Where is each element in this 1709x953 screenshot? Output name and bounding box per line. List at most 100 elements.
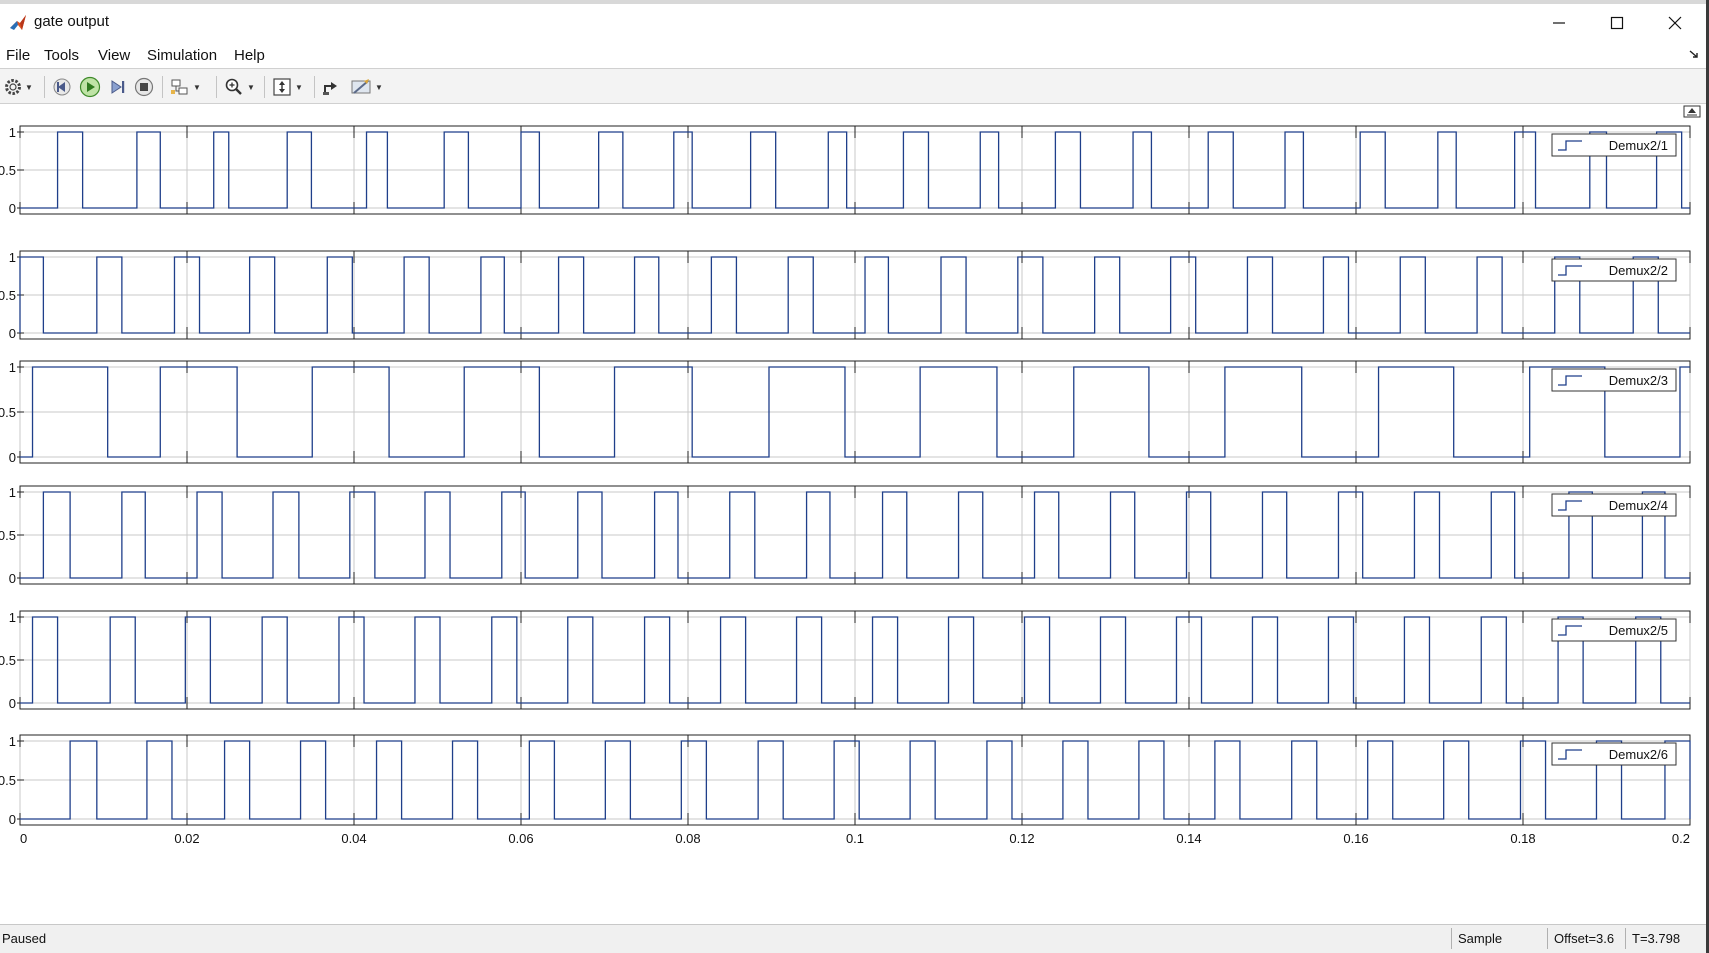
stop-icon [134, 77, 154, 97]
axes-panel[interactable]: 1 0.5 0 Demux2/2 [0, 250, 1691, 341]
window-title: gate output [34, 13, 110, 30]
axes-panel[interactable]: 1 0.5 0 Demux2/6 [0, 734, 1691, 827]
legend[interactable]: Demux2/3 [1551, 368, 1677, 392]
close-icon [1668, 16, 1682, 30]
step-back-button[interactable] [52, 75, 72, 99]
menu-file[interactable]: File [6, 47, 31, 64]
legend-swatch [1558, 625, 1582, 636]
y-tick-label: 1 [9, 360, 16, 375]
toolbar: ▼ [0, 68, 1709, 104]
measurements-button[interactable]: ▼ [350, 75, 383, 99]
y-tick-label: 1 [9, 485, 16, 500]
signal-line [20, 616, 1690, 704]
legend-label: Demux2/2 [1609, 263, 1668, 278]
axes-panel[interactable]: 1 0.5 0 Demux2/3 [0, 360, 1691, 465]
y-tick-label: 0 [9, 571, 16, 586]
chevron-down-icon: ▼ [295, 82, 303, 92]
y-tick-label: 0.5 [0, 163, 16, 178]
legend-label: Demux2/6 [1609, 747, 1668, 762]
y-tick-label: 0 [9, 450, 16, 465]
legend[interactable]: Demux2/5 [1551, 618, 1677, 642]
toolbar-separator [314, 76, 315, 98]
toolbar-separator [216, 76, 217, 98]
highlight-simulink-block-button[interactable]: ▼ [170, 75, 201, 99]
scale-axes-button[interactable]: ▼ [272, 75, 303, 99]
x-tick-label: 0.12 [1009, 831, 1034, 846]
y-tick-label: 0.5 [0, 653, 16, 668]
y-tick-label: 0 [9, 201, 16, 216]
legend-label: Demux2/4 [1609, 498, 1668, 513]
legend[interactable]: Demux2/1 [1551, 133, 1677, 157]
dock-arrow-button[interactable] [1683, 105, 1701, 118]
x-tick-label: 0.02 [174, 831, 199, 846]
scope-display: 1 0.5 0 Demux2/1 1 0.5 0 Demux2/2 1 0.5 0 Demux2/3 1… [0, 104, 1709, 924]
legend-box [1551, 742, 1677, 766]
menu-help[interactable]: Help [234, 47, 265, 64]
y-tick-label: 0.5 [0, 288, 16, 303]
legend-swatch [1558, 749, 1582, 760]
x-tick-label: 0.14 [1176, 831, 1201, 846]
step-forward-icon [111, 80, 125, 94]
y-tick-label: 1 [9, 250, 16, 265]
close-button[interactable] [1646, 4, 1704, 42]
minimize-icon [1553, 22, 1565, 24]
legend-swatch [1558, 500, 1582, 511]
chevron-down-icon: ▼ [375, 82, 383, 92]
y-tick-label: 1 [9, 125, 16, 140]
menu-tools[interactable]: Tools [44, 47, 80, 64]
chevron-down-icon: ▼ [25, 82, 33, 92]
menu-simulation[interactable]: Simulation [147, 47, 218, 64]
run-icon [79, 76, 101, 98]
legend-swatch [1558, 140, 1582, 151]
configuration-button[interactable]: ▼ [4, 75, 33, 99]
run-button[interactable] [79, 75, 101, 99]
y-tick-label: 0.5 [0, 405, 16, 420]
y-tick-label: 0 [9, 696, 16, 711]
y-tick-label: 0 [9, 812, 16, 827]
menu-view[interactable]: View [98, 47, 131, 64]
legend-swatch [1558, 265, 1582, 276]
axes-panel[interactable]: 1 0.5 0 Demux2/1 [0, 125, 1691, 216]
legend-label: Demux2/5 [1609, 623, 1668, 638]
axes-panel[interactable]: 1 0.5 0 Demux2/5 [0, 610, 1691, 711]
signal-line [20, 740, 1691, 820]
status-bar: Paused Sample based Offset=3.6 T=3.798 [0, 924, 1709, 953]
x-tick-label: 0.1 [846, 831, 864, 846]
x-tick-label: 0.06 [508, 831, 533, 846]
title-bar[interactable]: gate output [0, 4, 1709, 42]
y-tick-label: 0.5 [0, 773, 16, 788]
legend[interactable]: Demux2/6 [1551, 742, 1677, 766]
signal-line [20, 131, 1690, 209]
legend-box [1551, 133, 1677, 157]
legend-label: Demux2/1 [1609, 138, 1668, 153]
matlab-logo-icon [10, 15, 26, 30]
signal-line [20, 366, 1690, 458]
legend-swatch [1558, 375, 1582, 386]
zoom-button[interactable]: ▼ [224, 75, 255, 99]
x-tick-label: 0.16 [1343, 831, 1368, 846]
y-tick-label: 0 [9, 326, 16, 341]
background-window-strip [0, 0, 1709, 4]
maximize-button[interactable] [1588, 4, 1646, 42]
legend-box [1551, 368, 1677, 392]
minimize-button[interactable] [1530, 4, 1588, 42]
step-forward-button[interactable] [108, 75, 128, 99]
signal-line [19, 256, 1690, 334]
axes-panel[interactable]: 1 0.5 0 Demux2/4 [0, 485, 1691, 586]
maximize-icon [1610, 16, 1624, 30]
y-tick-label: 1 [9, 610, 16, 625]
legend-label: Demux2/3 [1609, 373, 1668, 388]
highlight-block-icon [171, 79, 188, 95]
legend-box [1551, 258, 1677, 282]
time-label: T=3.798 [1625, 928, 1703, 949]
zoom-in-icon [225, 78, 242, 95]
restore-layout-icon [323, 82, 337, 95]
toolbar-separator [44, 76, 45, 98]
legend[interactable]: Demux2/2 [1551, 258, 1677, 282]
chevron-down-icon: ▼ [247, 82, 255, 92]
undock-icon[interactable] [1688, 48, 1700, 60]
toolbar-separator [264, 76, 265, 98]
stop-button[interactable] [134, 75, 154, 99]
restore-layout-button[interactable] [321, 75, 341, 99]
legend[interactable]: Demux2/4 [1551, 493, 1677, 517]
